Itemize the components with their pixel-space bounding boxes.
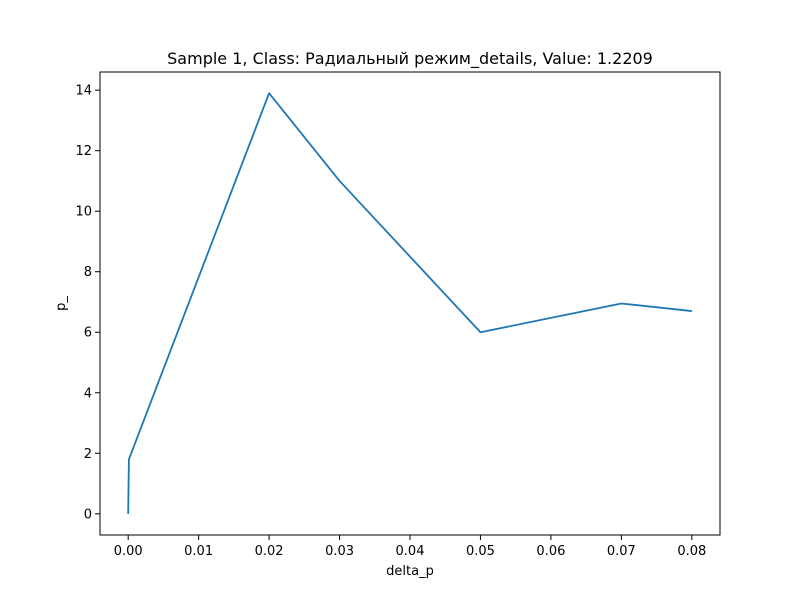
x-tick-label: 0.02 — [255, 544, 284, 559]
y-tick-label: 10 — [75, 205, 92, 220]
x-tick-label: 0.05 — [466, 544, 495, 559]
x-tick-label: 0.03 — [325, 544, 354, 559]
chart-title: Sample 1, Class: Радиальный режим_detail… — [167, 49, 653, 69]
y-tick-label: 6 — [84, 326, 92, 341]
y-tick-label: 12 — [75, 144, 92, 159]
x-tick-label: 0.08 — [677, 544, 706, 559]
series-line-1 — [127, 92, 692, 514]
x-tick-label: 0.01 — [184, 544, 213, 559]
x-axis-label: delta_p — [386, 564, 434, 579]
y-axis-label: p_ — [54, 296, 69, 311]
y-tick-label: 2 — [84, 447, 92, 462]
y-tick-label: 0 — [84, 507, 92, 522]
x-tick-label: 0.04 — [396, 544, 425, 559]
x-tick-label: 0.07 — [607, 544, 636, 559]
y-tick-label: 14 — [75, 84, 92, 99]
y-tick-label: 4 — [84, 386, 92, 401]
x-tick-label: 0.06 — [536, 544, 565, 559]
y-tick-label: 8 — [84, 265, 92, 280]
x-tick-label: 0.00 — [114, 544, 143, 559]
